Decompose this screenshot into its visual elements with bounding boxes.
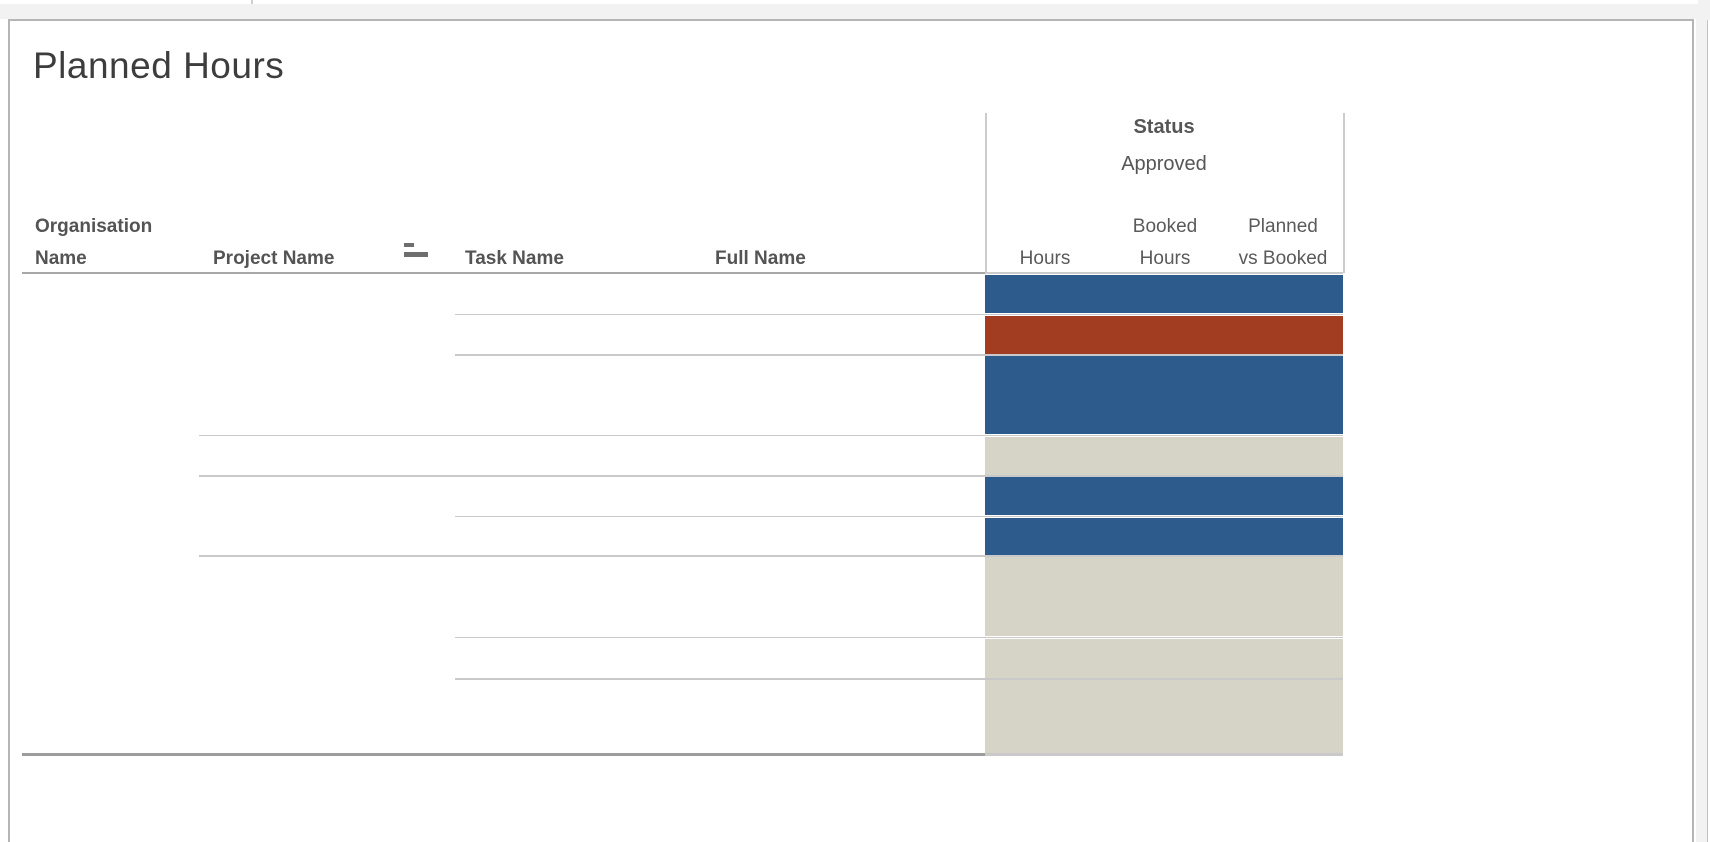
column-header-project-name[interactable]: Project Name <box>213 248 335 269</box>
planned-hours-panel <box>8 19 1694 842</box>
sheet-tab-left[interactable] <box>0 0 251 4</box>
adjacent-panel-border <box>1707 20 1710 842</box>
column-header-booked-hours[interactable]: Booked Hours <box>1105 211 1225 275</box>
measure-line2: Hours <box>1139 248 1191 269</box>
row-separator-task <box>455 515 1343 517</box>
sort-ascending-icon[interactable] <box>404 242 430 258</box>
column-header-organisation-name[interactable]: Organisation Name <box>35 211 152 275</box>
status-mark-beige[interactable] <box>985 436 1343 475</box>
status-mark-blue[interactable] <box>985 477 1343 515</box>
column-header-planned-vs-booked[interactable]: Planned vs Booked <box>1223 211 1343 275</box>
column-header-hours[interactable]: Hours <box>985 211 1105 275</box>
measure-line1: Planned <box>1248 216 1318 237</box>
measure-line1 <box>985 211 1105 243</box>
org-label-line2: Name <box>35 248 87 269</box>
status-mark-blue[interactable] <box>985 517 1343 555</box>
column-header-full-name[interactable]: Full Name <box>715 248 806 269</box>
status-mark-blue[interactable] <box>985 356 1343 434</box>
row-separator-project <box>199 475 1343 477</box>
measure-line2: Hours <box>1019 248 1071 269</box>
sheet-tab-right[interactable] <box>253 0 1698 4</box>
measure-line1: Booked <box>1132 216 1198 237</box>
header-underline <box>22 272 985 274</box>
column-header-task-name[interactable]: Task Name <box>465 248 564 269</box>
row-separator-task <box>455 636 1343 638</box>
row-separator-task <box>455 354 1343 356</box>
status-value-label[interactable]: Approved <box>1121 153 1207 175</box>
row-separator-task <box>455 313 1343 315</box>
status-mark-blue[interactable] <box>985 275 1343 313</box>
table-bottom-border <box>22 753 985 756</box>
row-separator-task <box>455 678 1343 680</box>
org-label-line1: Organisation <box>35 216 153 237</box>
status-mark-beige[interactable] <box>985 557 1343 636</box>
right-gutter <box>1696 6 1710 842</box>
status-mark-beige[interactable] <box>985 638 1343 678</box>
table-bottom-border-band <box>985 753 1343 756</box>
sort-bar-long <box>404 252 428 257</box>
tab-divider <box>251 0 253 4</box>
status-column-border-left <box>985 113 987 273</box>
status-field-label[interactable]: Status <box>1133 116 1195 138</box>
top-gutter <box>0 0 1710 19</box>
sheet-tab-strip <box>0 0 1698 4</box>
status-column-border-right <box>1343 113 1345 273</box>
status-mark-beige[interactable] <box>985 680 1343 753</box>
row-separator-project <box>199 555 1343 557</box>
viz-title: Planned Hours <box>33 45 285 86</box>
header-underline-band <box>985 272 1343 274</box>
sort-bar-short <box>404 243 414 247</box>
status-mark-red[interactable] <box>985 315 1343 354</box>
row-separator-project <box>199 434 1343 436</box>
measure-line2: vs Booked <box>1238 248 1328 269</box>
